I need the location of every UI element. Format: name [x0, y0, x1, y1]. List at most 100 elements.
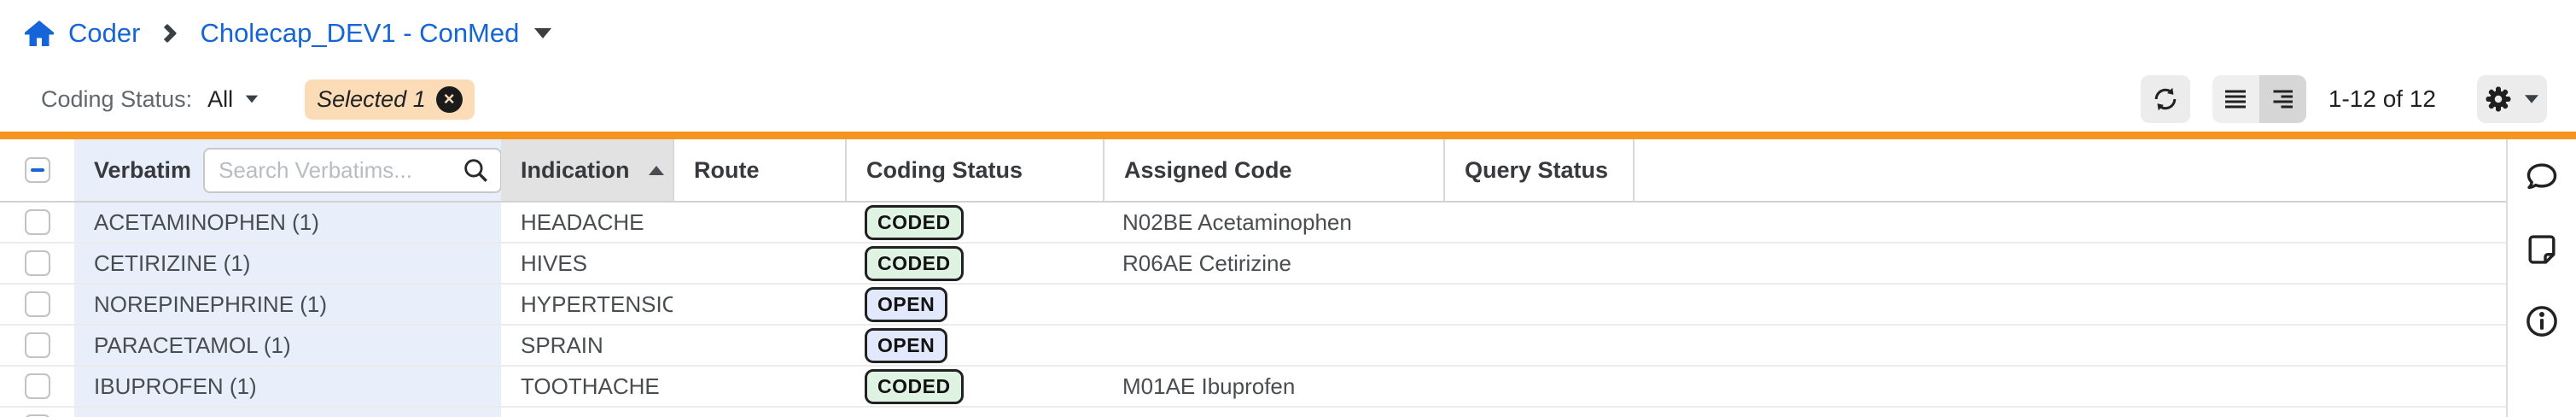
view-justified-button[interactable] [2212, 75, 2259, 123]
column-header-coding-status[interactable]: Coding Status [845, 139, 1103, 201]
sort-ascending-icon [648, 165, 664, 175]
cell-assigned-code [1103, 326, 1443, 365]
column-header-indication[interactable]: Indication [501, 139, 673, 201]
cell-empty [1633, 285, 2506, 324]
verbatim-table: Verbatim Indication Route Coding Status [0, 139, 2506, 417]
row-checkbox[interactable] [24, 250, 50, 276]
cell-assigned-code: R06AE Cetirizine [1122, 250, 1291, 276]
cell-verbatim [74, 408, 501, 417]
coding-status-dropdown[interactable]: All [207, 85, 234, 112]
status-badge: CODED [865, 245, 964, 281]
row-checkbox[interactable] [24, 209, 50, 235]
cell-query-status [1443, 326, 1633, 365]
coding-status-caret-icon[interactable] [245, 95, 259, 103]
column-header-route[interactable]: Route [673, 139, 845, 201]
selected-filter-chip[interactable]: Selected 1 × [305, 79, 475, 120]
verbatim-header-label: Verbatim [94, 156, 192, 183]
column-header-assigned-code[interactable]: Assigned Code [1103, 139, 1443, 201]
select-all-checkbox[interactable] [24, 157, 50, 183]
entity-dropdown-caret-icon[interactable] [534, 28, 552, 38]
cell-indication: HYPERTENSION [521, 291, 673, 317]
cell-indication: SPRAIN [521, 332, 603, 358]
toolbar: Coding Status: All Selected 1 × [0, 67, 2576, 132]
accent-bar [0, 132, 2576, 139]
filter-chip-label: Selected 1 [317, 85, 426, 112]
status-badge: CODED [865, 368, 964, 404]
cell-route [673, 285, 845, 324]
cell-route [673, 326, 845, 365]
coding-status-header-label: Coding Status [866, 156, 1023, 183]
status-badge: OPEN [865, 286, 948, 322]
info-icon [2526, 306, 2557, 337]
refresh-button[interactable] [2140, 75, 2190, 123]
info-button[interactable] [2522, 302, 2561, 341]
cell-indication: HEADACHE [521, 208, 644, 235]
view-right-aligned-button[interactable] [2258, 75, 2306, 123]
side-panel [2506, 139, 2576, 417]
refresh-icon [2154, 87, 2177, 111]
lines-right-aligned-icon [2273, 90, 2293, 109]
cell-assigned-code [1103, 408, 1443, 417]
cell-route [673, 367, 845, 406]
cell-query-status [1443, 203, 1633, 242]
indication-header-label: Indication [521, 156, 630, 183]
cell-empty [1633, 326, 2506, 365]
cell-route [673, 203, 845, 242]
cell-assigned-code: N02BE Acetaminophen [1122, 208, 1352, 235]
coding-status-label: Coding Status: [41, 85, 193, 112]
cell-query-status [1443, 244, 1633, 283]
table-row[interactable]: ACETAMINOPHEN (1) HEADACHE CODED N02BE A… [0, 203, 2506, 244]
home-icon[interactable] [24, 19, 55, 48]
cell-verbatim: PARACETAMOL (1) [74, 326, 501, 365]
table-row[interactable]: PARACETAMOL (1) SPRAIN OPEN [0, 326, 2506, 367]
status-badge: CODED [865, 204, 964, 240]
chip-close-icon[interactable]: × [435, 85, 463, 113]
row-checkbox[interactable] [24, 332, 50, 358]
table-row[interactable]: NOREPINEPHRINE (1) HYPERTENSION OPEN [0, 285, 2506, 326]
assigned-code-header-label: Assigned Code [1124, 156, 1292, 183]
cell-assigned-code [1103, 285, 1443, 324]
verbatim-search [203, 147, 501, 193]
cell-verbatim: ACETAMINOPHEN (1) [74, 203, 501, 242]
table-row[interactable] [0, 408, 2506, 417]
cell-verbatim: IBUPROFEN (1) [74, 367, 501, 406]
table-row[interactable]: IBUPROFEN (1) TOOTHACHE CODED M01AE Ibup… [0, 367, 2506, 408]
table-row[interactable]: CETIRIZINE (1) HIVES CODED R06AE Cetiriz… [0, 244, 2506, 285]
cell-verbatim: NOREPINEPHRINE (1) [74, 285, 501, 324]
column-header-query-status[interactable]: Query Status [1443, 139, 1633, 201]
query-status-header-label: Query Status [1465, 156, 1609, 183]
select-all-cell [0, 139, 74, 201]
lines-justified-icon [2225, 90, 2247, 109]
cell-assigned-code: M01AE Ibuprofen [1122, 373, 1296, 399]
cell-coding-status [845, 408, 1103, 417]
breadcrumb: Coder Cholecap_DEV1 - ConMed [0, 0, 2576, 67]
cell-indication: HIVES [521, 250, 588, 276]
chevron-right-icon [158, 23, 178, 44]
search-input[interactable] [203, 147, 501, 193]
cell-route [673, 244, 845, 283]
search-icon [464, 159, 488, 182]
indeterminate-dash [30, 168, 44, 172]
route-header-label: Route [694, 156, 760, 183]
row-checkbox[interactable] [24, 373, 50, 399]
row-checkbox[interactable] [24, 291, 50, 317]
column-header-empty [1633, 139, 2506, 201]
settings-caret-icon [2525, 95, 2538, 103]
settings-button[interactable] [2477, 75, 2547, 123]
breadcrumb-app-link[interactable]: Coder [68, 18, 141, 48]
breadcrumb-entity-link[interactable]: Cholecap_DEV1 - ConMed [200, 18, 520, 48]
notes-button[interactable] [2522, 230, 2561, 269]
cell-query-status [1443, 408, 1633, 417]
cell-indication [501, 408, 673, 417]
gear-icon [2486, 86, 2511, 112]
cell-empty [1633, 203, 2506, 242]
cell-route [673, 408, 845, 417]
comments-button[interactable] [2522, 158, 2561, 197]
cell-empty [1633, 244, 2506, 283]
cell-query-status [1443, 285, 1633, 324]
column-header-verbatim[interactable]: Verbatim [74, 139, 501, 201]
view-toggle-group [2212, 75, 2306, 123]
cell-empty [1633, 408, 2506, 417]
pagination-range: 1-12 of 12 [2328, 85, 2436, 112]
table-header-row: Verbatim Indication Route Coding Status [0, 139, 2506, 203]
